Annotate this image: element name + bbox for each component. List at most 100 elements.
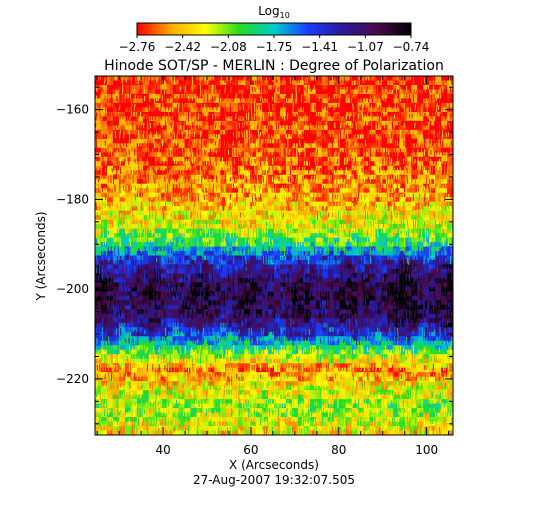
heatmap-cell [178, 313, 186, 319]
heatmap-cell [148, 251, 156, 257]
heatmap-cell [369, 430, 377, 435]
heatmap-cell [357, 336, 365, 342]
heatmap-cell [262, 264, 269, 270]
heatmap-cell [351, 134, 359, 140]
heatmap-cell [166, 183, 174, 189]
heatmap-cell [262, 134, 269, 140]
heatmap-cell [244, 412, 251, 418]
heatmap-cell [196, 273, 203, 279]
heatmap-cell [387, 237, 394, 243]
heatmap-cell [327, 165, 335, 171]
heatmap-cell [441, 381, 448, 387]
heatmap-cell [232, 304, 239, 310]
heatmap-cell [279, 201, 287, 207]
heatmap-cell [405, 183, 412, 189]
heatmap-cell [95, 273, 102, 279]
heatmap-cell [130, 273, 138, 279]
heatmap-cell [130, 89, 138, 95]
heatmap-cell [154, 277, 162, 284]
heatmap-cell [202, 304, 209, 310]
heatmap-cell [244, 251, 251, 257]
heatmap-cell [112, 309, 120, 315]
heatmap-cell [411, 277, 418, 284]
heatmap-cell [303, 251, 311, 257]
heatmap-cell [178, 156, 186, 162]
heatmap-cell [339, 111, 347, 117]
heatmap-cell [148, 125, 156, 131]
heatmap-cell [262, 403, 269, 409]
heatmap-cell [333, 313, 341, 319]
heatmap-cell [238, 170, 245, 176]
heatmap-cell [196, 358, 203, 364]
heatmap-cell [309, 152, 317, 158]
heatmap-cell [375, 201, 382, 207]
heatmap-cell [208, 102, 215, 109]
heatmap-cell [232, 170, 239, 176]
heatmap-cell [327, 358, 335, 364]
heatmap-cell [274, 390, 281, 396]
heatmap-cell [100, 246, 108, 252]
heatmap-cell [244, 89, 251, 95]
heatmap-cell [363, 327, 371, 333]
heatmap-cell [321, 156, 329, 162]
heatmap-cell [357, 206, 365, 212]
heatmap-cell [95, 282, 102, 288]
heatmap-cell [405, 264, 412, 270]
heatmap-cell [375, 313, 382, 319]
heatmap-cell [226, 313, 233, 319]
heatmap-cell [297, 76, 305, 82]
heatmap-cell [172, 76, 180, 82]
heatmap-cell [262, 318, 269, 324]
heatmap-cell [339, 286, 347, 292]
heatmap-cell [256, 237, 263, 243]
heatmap-cell [130, 282, 138, 288]
heatmap-cell [172, 286, 180, 292]
heatmap-cell [226, 417, 233, 423]
heatmap-cell [220, 102, 227, 109]
heatmap-cell [172, 80, 180, 86]
heatmap-cell [256, 224, 263, 230]
heatmap-cell [297, 147, 305, 153]
heatmap-cell [357, 295, 365, 301]
heatmap-cell [184, 417, 192, 423]
heatmap-cell [226, 336, 233, 342]
heatmap-cell [339, 291, 347, 297]
heatmap-cell [393, 224, 400, 230]
heatmap-cell [184, 210, 192, 216]
heatmap-cell [130, 408, 138, 414]
heatmap-cell [172, 179, 180, 185]
heatmap-cell [441, 210, 448, 216]
heatmap-cell [95, 224, 102, 230]
heatmap-cell [220, 84, 227, 91]
heatmap-cell [399, 237, 406, 243]
heatmap-cell [232, 268, 239, 275]
heatmap-cell [369, 421, 377, 427]
heatmap-cell [124, 201, 132, 207]
heatmap-cell [333, 138, 341, 144]
heatmap-cell [202, 174, 209, 180]
heatmap-cell [387, 358, 394, 364]
heatmap-cell [423, 215, 430, 221]
heatmap-cell [268, 251, 275, 257]
heatmap-cell [429, 349, 436, 355]
heatmap-cell [238, 255, 245, 261]
heatmap-cell [262, 358, 269, 364]
heatmap-cell [369, 286, 377, 292]
heatmap-cell [279, 286, 287, 292]
heatmap-cell [435, 336, 442, 342]
heatmap-cell [262, 345, 269, 351]
heatmap-streak [178, 76, 180, 85]
heatmap-cell [232, 349, 239, 355]
heatmap-cell [262, 354, 269, 360]
heatmap-cell [315, 242, 323, 248]
heatmap-cell [190, 93, 198, 100]
heatmap-cell [417, 345, 424, 351]
heatmap-cell [250, 219, 257, 225]
heatmap-cell [327, 188, 335, 194]
heatmap-cell [160, 331, 168, 337]
heatmap-cell [309, 201, 317, 207]
heatmap-cell [399, 367, 406, 373]
heatmap-cell [130, 161, 138, 167]
heatmap-cell [118, 309, 126, 315]
heatmap-cell [214, 264, 221, 270]
